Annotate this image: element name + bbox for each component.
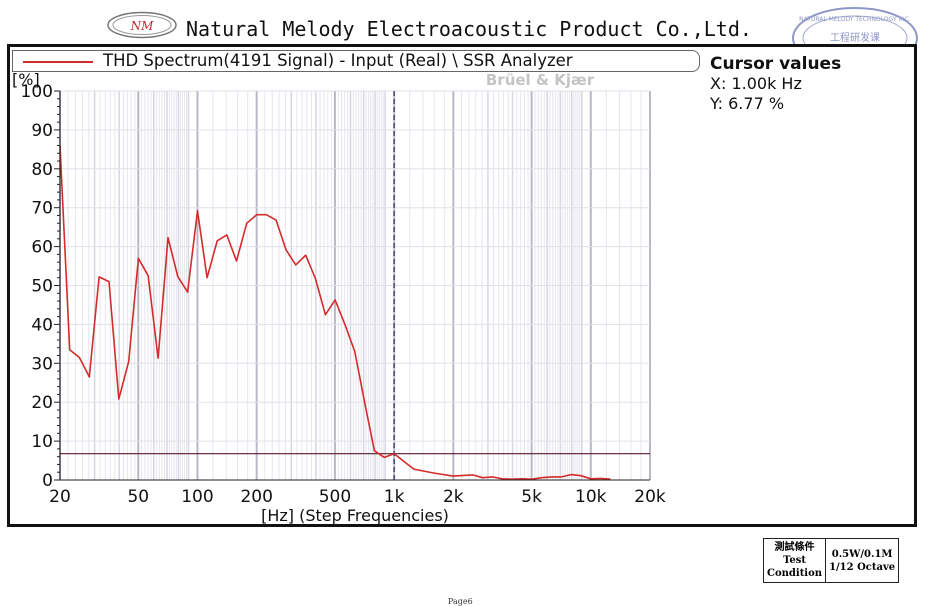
brand-watermark: Brüel & Kjær [486,71,595,89]
svg-text:工程研发课: 工程研发课 [830,31,880,44]
x-tick-label: 200 [240,487,272,507]
y-tick-label: 70 [31,199,53,219]
svg-text:NATURAL MELODY TECHNOLOGY INC.: NATURAL MELODY TECHNOLOGY INC. [799,16,911,23]
axes: 0 10 20 30 40 50 60 70 80 90 100 20 50 100 200 500 1k 2k 5… [21,82,666,507]
cursor-x-value: X: 1.00k Hz [710,74,802,93]
svg-text:NM: NM [130,19,155,33]
company-name: Natural Melody Electroacoustic Product C… [186,17,752,41]
x-tick-label: 5k [521,487,542,507]
thd-series-line [59,145,611,481]
grid [59,90,651,481]
reference-lines [60,91,650,480]
y-tick-label: 100 [21,82,53,102]
x-tick-label: 50 [127,487,149,507]
x-tick-label: 100 [181,487,213,507]
test-condition-label-en-1: Test [783,555,806,566]
x-tick-label: 1k [384,487,405,507]
y-tick-label: 10 [31,432,53,452]
test-condition-label-en-2: Condition [767,568,823,579]
y-tick-label: 50 [31,277,53,297]
legend-line-swatch [23,61,93,63]
test-condition-value-2: 1/12 Octave [829,561,896,573]
y-tick-label: 30 [31,354,53,374]
x-tick-label: 20 [49,487,71,507]
test-condition-table: 測試條件 Test Condition 0.5W/0.1M 1/12 Octav… [762,538,900,583]
y-tick-label: 40 [31,315,53,335]
y-axis-label: [%] [12,70,40,89]
x-tick-label: 2k [443,487,464,507]
test-condition-value-cell: 0.5W/0.1M 1/12 Octave [825,538,900,583]
y-tick-label: 80 [31,160,53,180]
x-tick-label: 500 [319,487,351,507]
chart-legend: THD Spectrum(4191 Signal) - Input (Real)… [12,50,700,72]
x-tick-label: 20k [634,487,666,507]
x-tick-label: 10k [575,487,607,507]
y-tick-label: 20 [31,393,53,413]
test-condition-value-1: 0.5W/0.1M [831,548,893,560]
cursor-y-value: Y: 6.77 % [710,94,785,113]
y-tick-label: 60 [31,238,53,258]
legend-series-label: THD Spectrum(4191 Signal) - Input (Real)… [103,51,573,70]
cursor-values-title: Cursor values [710,54,842,74]
page-number: Page6 [448,597,473,606]
test-condition-label-cn: 測試條件 [774,542,815,553]
series-layer [59,145,611,481]
y-tick-label: 0 [42,471,53,491]
test-condition-label-cell: 測試條件 Test Condition [762,538,827,583]
company-logo: NM [107,11,177,39]
y-tick-label: 90 [31,121,53,141]
x-axis-label: [Hz] (Step Frequencies) [261,506,449,525]
